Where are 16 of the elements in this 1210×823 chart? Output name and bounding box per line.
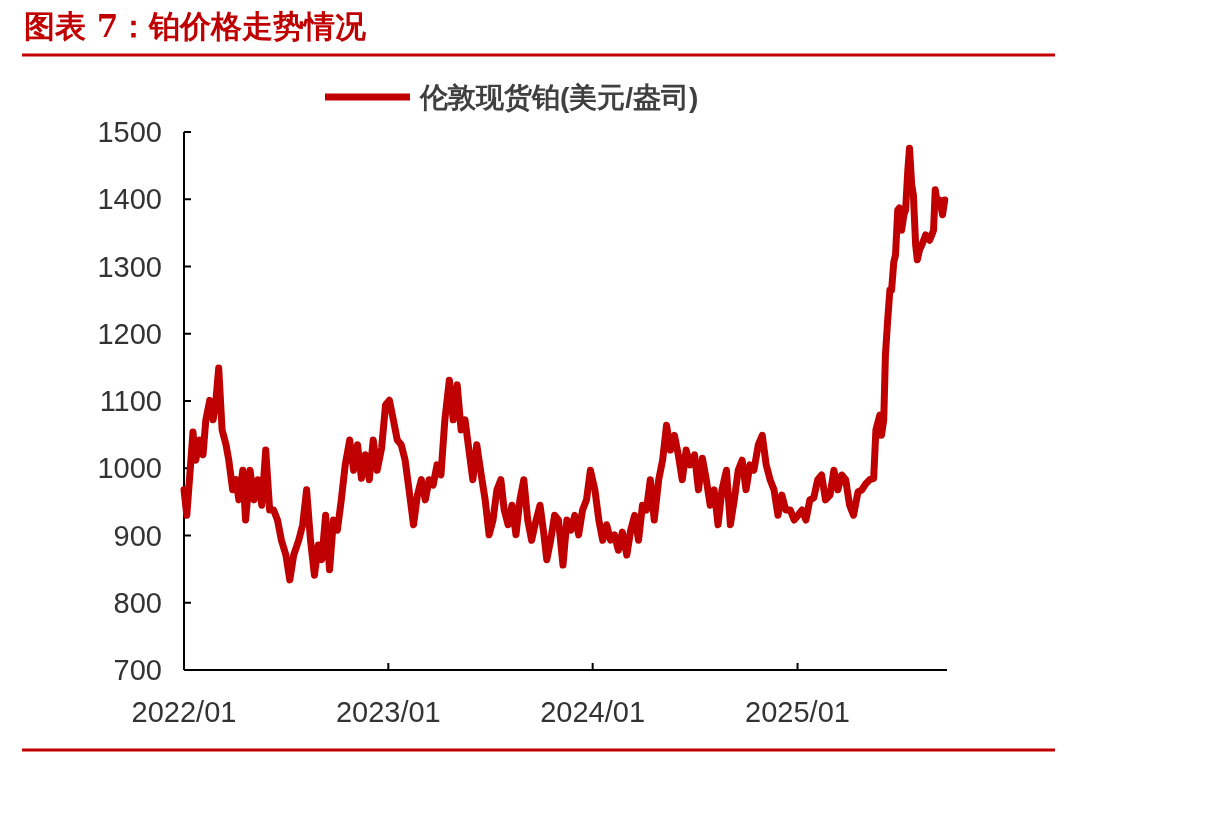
y-tick-label: 1300 [97,250,162,283]
y-tick-label: 900 [113,519,162,552]
y-tick-label: 1100 [99,385,162,417]
y-tick-label: 1000 [97,452,162,485]
x-tick-label: 2025/01 [745,696,850,728]
y-tick-label: 800 [113,586,162,619]
legend: 伦敦现货铂(美元/盎司) [325,82,699,113]
y-tick-label: 1200 [97,317,162,350]
x-tick-label: 2024/01 [540,696,646,728]
x-tick-label: 2022/01 [131,696,237,728]
y-tick-label: 700 [113,654,162,686]
x-tick-label: 2023/01 [335,696,441,728]
y-tick-label: 1500 [97,116,162,148]
legend-label: 伦敦现货铂(美元/盎司) [419,82,699,113]
chart-title: 图表 7：铂价格走势情况 [24,8,368,44]
y-tick-label: 1400 [97,183,162,216]
